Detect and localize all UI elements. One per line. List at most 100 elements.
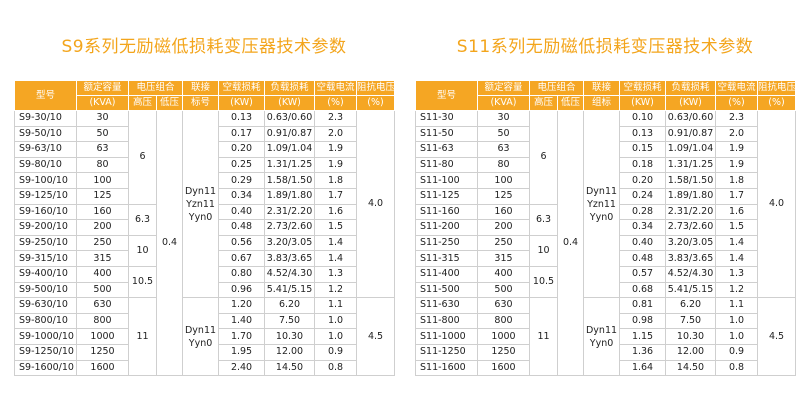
hv-cell: 6 (529, 110, 558, 205)
impedance-cell: 4.5 (356, 297, 396, 377)
noload-current-cell: 1.5 (715, 219, 759, 236)
noload-loss-cell: 0.34 (619, 219, 667, 236)
load-loss-cell: 4.52/4.30 (264, 265, 316, 283)
capacity-cell: 125 (76, 187, 129, 205)
capacity-cell: 800 (477, 312, 530, 330)
noload-loss-cell: 0.13 (218, 110, 266, 127)
model-cell: S11-100 (415, 172, 478, 189)
hv-cell: 6.3 (529, 203, 558, 236)
load-loss-cell: 7.50 (264, 312, 316, 330)
noload-current-cell: 1.0 (715, 328, 759, 345)
noload-current-cell: 1.6 (715, 203, 759, 221)
model-cell: S11-400 (415, 265, 478, 283)
load-loss-cell: 1.89/1.80 (264, 187, 316, 205)
table-row: S9-630/10 630 11 Dyn11 Yyn0 1.20 6.20 1.1 4.5 (14, 297, 396, 377)
load-loss-cell: 7.50 (665, 312, 717, 330)
header-voltage-group: 电压组合 (528, 80, 585, 96)
noload-loss-cell: 0.20 (218, 141, 266, 158)
model-cell: S9-630/10 (14, 297, 77, 314)
load-loss-cell: 1.58/1.50 (264, 172, 316, 189)
model-cell: S11-50 (415, 125, 478, 143)
coupling-label: Yzn11 (587, 198, 616, 210)
capacity-cell: 1600 (477, 359, 530, 377)
model-cell: S9-1600/10 (14, 359, 77, 377)
load-loss-cell: 1.31/1.25 (264, 156, 316, 174)
hv-cell: 11 (128, 297, 157, 377)
header-capacity: 额定容量 (477, 80, 530, 96)
noload-current-cell: 0.9 (715, 343, 759, 361)
header-lv: 低压 (556, 95, 585, 111)
capacity-cell: 63 (76, 141, 129, 158)
capacity-cell: 100 (477, 172, 530, 189)
table-row: S11-160 160 6.3 0.28 2.31/2.20 1.6 (415, 203, 796, 236)
load-loss-cell: 5.41/5.15 (264, 281, 316, 299)
table-row: S11-630 630 11 Dyn11 Yyn0 0.81 6.20 1.1 4.5 (415, 297, 797, 377)
load-loss-cell: 2.31/2.20 (264, 203, 316, 221)
load-loss-cell: 1.09/1.04 (665, 141, 717, 158)
load-loss-cell: 1.31/1.25 (665, 156, 717, 174)
header-voltage-group: 电压组合 (127, 80, 184, 96)
model-cell: S9-100/10 (14, 172, 77, 189)
table-row: S9-30/10 30 6 0.4 Dyn11 Yzn11 Yyn0 0.13 0.63/0.6… (14, 109, 396, 377)
capacity-cell: 160 (76, 203, 129, 221)
coupling-label: Dyn11 (585, 324, 618, 336)
capacity-cell: 200 (76, 219, 129, 236)
noload-current-cell: 1.9 (715, 156, 759, 174)
header-coupling: 联接 (583, 80, 621, 96)
coupling-label: Yzn11 (186, 198, 215, 210)
noload-current-cell: 1.3 (715, 265, 759, 283)
load-loss-cell: 3.20/3.05 (264, 234, 316, 252)
model-cell: S11-80 (415, 156, 478, 174)
capacity-cell: 1250 (76, 343, 129, 361)
noload-loss-cell: 1.20 (218, 297, 266, 314)
model-cell: S9-1000/10 (14, 328, 77, 345)
header-current-unit: (%) (715, 95, 759, 111)
noload-current-cell: 1.7 (314, 187, 358, 205)
noload-current-cell: 1.0 (715, 312, 759, 330)
load-loss-cell: 12.00 (665, 343, 717, 361)
model-cell: S11-125 (415, 187, 478, 205)
table-row: S11-200 200 0.34 2.73/2.60 1.5 (415, 219, 796, 236)
hv-cell: 6 (128, 110, 157, 205)
noload-current-cell: 1.3 (314, 265, 358, 283)
model-cell: S9-30/10 (14, 110, 77, 127)
model-cell: S9-63/10 (14, 141, 77, 158)
noload-current-cell: 2.3 (314, 110, 358, 127)
load-loss-cell: 0.91/0.87 (264, 125, 316, 143)
capacity-cell: 50 (76, 125, 129, 143)
coupling-label: Yyn0 (589, 337, 614, 349)
model-cell: S9-400/10 (14, 265, 77, 283)
capacity-cell: 630 (76, 297, 129, 314)
coupling-label: Dyn11 (184, 324, 217, 336)
noload-loss-cell: 0.48 (218, 219, 266, 236)
model-cell: S11-630 (415, 297, 478, 314)
capacity-cell: 800 (76, 312, 129, 330)
model-cell: S9-80/10 (14, 156, 77, 174)
header-coupling: 联接 (182, 80, 220, 96)
header-subrow: (KVA) 高压 低压 标号 (KW) (KW) (%) (%) (15, 95, 396, 111)
impedance-cell: 4.5 (757, 297, 797, 377)
noload-current-cell: 2.0 (715, 125, 759, 143)
table-row: S11-315 315 0.48 3.83/3.65 1.4 (415, 250, 796, 267)
header-impedance-unit: (%) (356, 95, 396, 111)
capacity-cell: 1000 (76, 328, 129, 345)
coupling-label: Dyn11 (184, 185, 217, 197)
load-loss-cell: 6.20 (665, 297, 717, 314)
noload-loss-cell: 0.18 (619, 156, 667, 174)
coupling-cell: Dyn11 Yzn11 Yyn0 (583, 109, 621, 299)
capacity-cell: 1600 (76, 359, 129, 377)
coupling-cell: Dyn11 Yyn0 (583, 297, 621, 377)
header-hv: 高压 (529, 95, 558, 111)
noload-current-cell: 1.4 (715, 234, 759, 252)
capacity-cell: 400 (76, 265, 129, 283)
noload-loss-cell: 0.25 (218, 156, 266, 174)
noload-current-cell: 1.4 (715, 250, 759, 267)
load-loss-cell: 12.00 (264, 343, 316, 361)
table-row: S9-50/10 50 0.17 0.91/0.87 2.0 (14, 125, 395, 143)
header-subrow: (KVA) 高压 低压 组标 (KW) (KW) (%) (%) (416, 95, 797, 111)
model-cell: S9-315/10 (14, 250, 77, 267)
noload-loss-cell: 0.40 (619, 234, 667, 252)
noload-loss-cell: 0.10 (619, 110, 667, 127)
load-loss-cell: 10.30 (665, 328, 717, 345)
table-row: S9-315/10 315 0.67 3.83/3.65 1.4 (14, 250, 395, 267)
